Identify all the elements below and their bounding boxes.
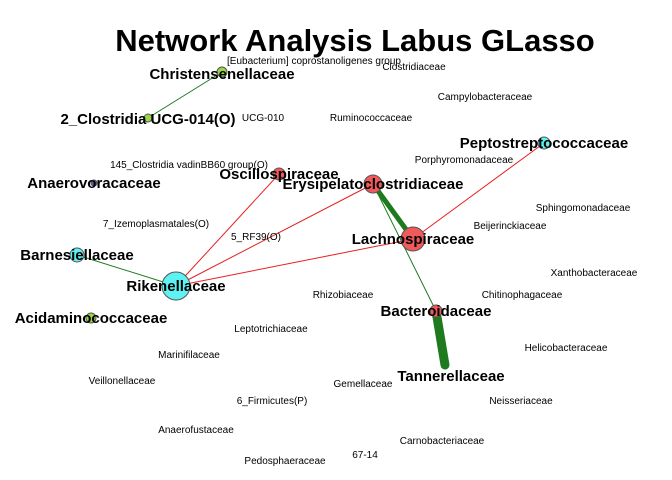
node-label-marinifilaceae: Marinifilaceae [158, 350, 220, 361]
node-label-clostridia-vadin: 145_Clostridia vadinBB60 group(O) [110, 160, 268, 171]
node-lachnospiraceae[interactable] [400, 226, 426, 252]
graph-title: Network Analysis Labus GLasso [115, 23, 595, 58]
node-label-rhizobiaceae: Rhizobiaceae [313, 290, 374, 301]
edge-rikenellaceae-erysipelatoclostridiaceae [175, 183, 374, 287]
node-label-izemoplasmatales: 7_Izemoplasmatales(O) [103, 219, 209, 230]
node-label-chitinophagaceae: Chitinophagaceae [482, 290, 563, 301]
edge-lachnospiraceae-peptostreptococcaceae [412, 142, 545, 240]
node-label-firmicutes: 6_Firmicutes(P) [237, 396, 308, 407]
node-label-anaerofustaceae: Anaerofustaceae [158, 425, 234, 436]
node-label-clostridiaceae: Clostridiaceae [382, 62, 446, 73]
node-label-barnesiellaceae: Barnesiellaceae [20, 247, 133, 264]
nodes-layer [69, 66, 551, 324]
node-barnesiellaceae[interactable] [69, 247, 85, 263]
edge-rikenellaceae-lachnospiraceae [175, 238, 414, 287]
labels-layer: Christensenellaceae[Eubacterium] coprost… [15, 56, 638, 467]
edge-bacteroidaceae-tannerellaceae [431, 306, 450, 370]
node-label-xanthobacteraceae: Xanthobacteraceae [551, 268, 638, 279]
node-label-tannerellaceae: Tannerellaceae [397, 368, 504, 385]
node-label-sphingomonadaceae: Sphingomonadaceae [536, 203, 631, 214]
edge-christensenellaceae-clostridia-ucg014 [147, 71, 223, 119]
edges-layer [76, 71, 545, 370]
node-label-porphyromonadaceae: Porphyromonadaceae [415, 155, 514, 166]
edge-rikenellaceae-oscillospiraceae [175, 173, 280, 287]
node-label-campylobacteraceae: Campylobacteraceae [438, 92, 533, 103]
node-label-rikenellaceae: Rikenellaceae [126, 278, 225, 295]
node-clostridia-ucg014[interactable] [143, 113, 153, 123]
node-label-lachnospiraceae: Lachnospiraceae [352, 231, 475, 248]
node-christensenellaceae[interactable] [216, 66, 228, 78]
node-erysipelatoclostridiaceae[interactable] [363, 174, 383, 194]
node-label-anaerovoracaceae: Anaerovoracaceae [27, 175, 160, 192]
node-acidaminococcaceae[interactable] [85, 312, 97, 324]
node-label-ruminococcaceae: Ruminococcaceae [330, 113, 413, 124]
node-peptostreptococcaceae[interactable] [537, 136, 551, 150]
node-label-gemellaceae: Gemellaceae [334, 379, 393, 390]
node-label-carnobacteriaceae: Carnobacteriaceae [400, 436, 485, 447]
node-label-acidaminococcaceae: Acidaminococcaceae [15, 310, 168, 327]
node-label-erysipelatoclostridiaceae: Erysipelatoclostridiaceae [283, 176, 464, 193]
node-rikenellaceae[interactable] [161, 271, 191, 301]
node-label-leptotrichiaceae: Leptotrichiaceae [234, 324, 308, 335]
node-oscillospiraceae[interactable] [272, 167, 286, 181]
node-label-beijerinckiaceae: Beijerinckiaceae [474, 221, 547, 232]
node-label-eubacterium: [Eubacterium] coprostanoligenes group [227, 56, 401, 67]
node-bacteroidaceae[interactable] [429, 304, 443, 318]
node-label-rf39: 5_RF39(O) [231, 232, 281, 243]
node-label-n67-14: 67-14 [352, 450, 378, 461]
node-label-bacteroidaceae: Bacteroidaceae [381, 303, 492, 320]
node-label-peptostreptococcaceae: Peptostreptococcaceae [460, 135, 628, 152]
edge-barnesiellaceae-rikenellaceae [76, 254, 177, 287]
node-anaerovoracaceae[interactable] [90, 179, 98, 187]
node-label-neisseriaceae: Neisseriaceae [489, 396, 553, 407]
node-label-oscillospiraceae: Oscillospiraceae [219, 166, 338, 183]
node-label-helicobacteraceae: Helicobacteraceae [525, 343, 608, 354]
node-label-veillonellaceae: Veillonellaceae [89, 376, 156, 387]
node-label-clostridia-ucg014: 2_Clostridia UCG-014(O) [60, 111, 235, 128]
node-label-ucg010: UCG-010 [242, 113, 285, 124]
node-label-pedosphaeraceae: Pedosphaeraceae [244, 456, 326, 467]
node-label-christensenellaceae: Christensenellaceae [149, 66, 294, 83]
